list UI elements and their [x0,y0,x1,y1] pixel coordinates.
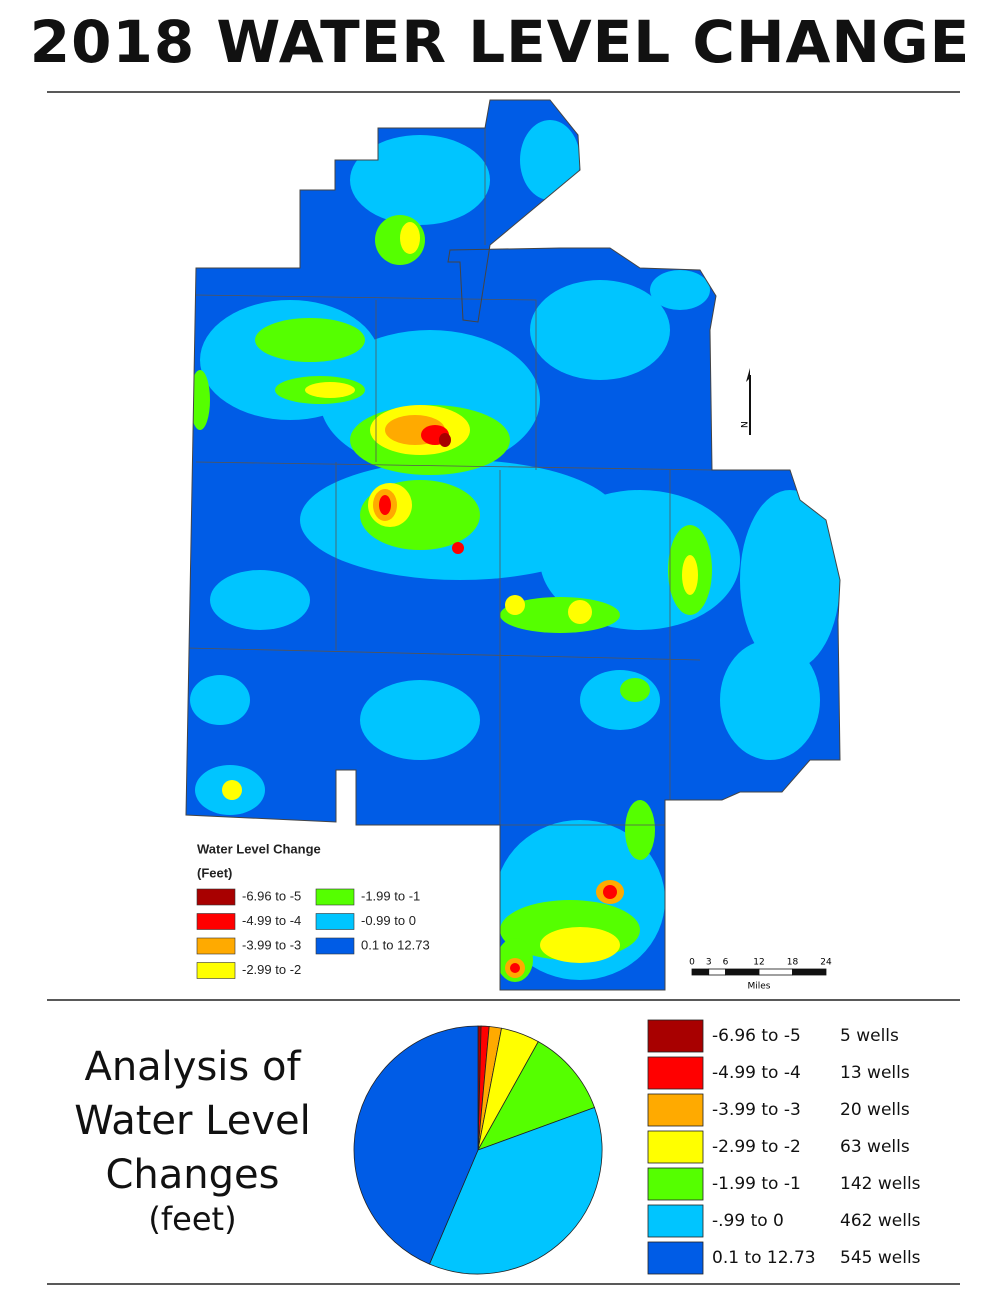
legend-swatch [196,937,236,955]
legend-label: 0.1 to 12.73 [712,1248,816,1268]
legend-label: -1.99 to -1 [712,1174,801,1194]
legend-label: -6.96 to -5 [712,1026,801,1046]
value-label: 462 wells [840,1211,921,1231]
scale-bar: 0 3 6 12 18 24 Miles [689,958,832,992]
legend-label: -.99 to 0 [712,1211,784,1231]
legend-swatch [647,1019,704,1053]
legend-unit: (Feet) [197,865,232,880]
map-zone [439,433,451,447]
scale-segment [725,968,760,976]
legend-swatch [315,937,355,955]
scale-unit: Miles [748,982,771,992]
value-label: 20 wells [840,1100,910,1120]
legend-swatch [647,1130,704,1164]
legend-label: -6.96 to -5 [242,888,301,903]
county-lines [186,128,713,826]
legend-swatch [647,1204,704,1238]
legend-label: -0.99 to 0 [361,913,416,928]
value-label: 142 wells [840,1174,921,1194]
legend-label: 0.1 to 12.73 [361,937,430,952]
scale-segment [691,968,710,976]
legend-swatch [647,1241,704,1275]
legend-swatch [647,1167,704,1201]
legend-swatch [315,888,355,906]
map [186,100,840,990]
scale-tick-label: 24 [820,958,832,968]
legend-label: -3.99 to -3 [242,937,301,952]
legend-swatch [647,1093,704,1127]
legend-label: -2.99 to -2 [242,962,301,977]
legend-swatch [315,913,355,930]
pie-slice [353,1025,479,1265]
scale-tick-label: 0 [689,958,695,968]
legend-swatch [196,962,236,979]
pie-chart [353,1025,603,1275]
scale-segment [792,968,827,976]
page-title: 2018 WATER LEVEL CHANGE [29,8,971,76]
pie-slice [477,1041,596,1151]
map-legend: Water Level Change (Feet) -6.96 to -5 -4.… [196,841,430,979]
chart-subtitle: (feet) [148,1200,237,1238]
map-zone [379,425,617,973]
scale-segment [758,968,793,976]
legend-label: -3.99 to -3 [712,1100,801,1120]
scale-tick-label: 3 [706,958,712,968]
value-label: 5 wells [840,1026,899,1046]
legend-swatch [647,1056,704,1090]
pie-slice [428,1107,603,1275]
value-label: 545 wells [840,1248,921,1268]
legend-label: -2.99 to -2 [712,1137,801,1157]
north-label: N [741,421,751,428]
value-label: 63 wells [840,1137,910,1157]
pie-legend: -6.96 to -5 5 wells -4.99 to -4 13 wells -3.… [647,1019,921,1275]
north-arrow: N [741,368,751,435]
scale-tick-label: 18 [787,958,799,968]
value-label: 13 wells [840,1063,910,1083]
scale-segment [708,968,726,976]
legend-swatch [196,913,236,930]
legend-label: -1.99 to -1 [361,888,420,903]
legend-swatch [196,888,236,906]
scale-tick-label: 12 [753,958,764,968]
scale-tick-label: 6 [723,958,729,968]
chart-title: Analysis of Water Level Changes [74,1044,311,1198]
legend-label: -4.99 to -4 [712,1063,801,1083]
legend-title: Water Level Change [197,841,321,856]
legend-label: -4.99 to -4 [242,913,301,928]
